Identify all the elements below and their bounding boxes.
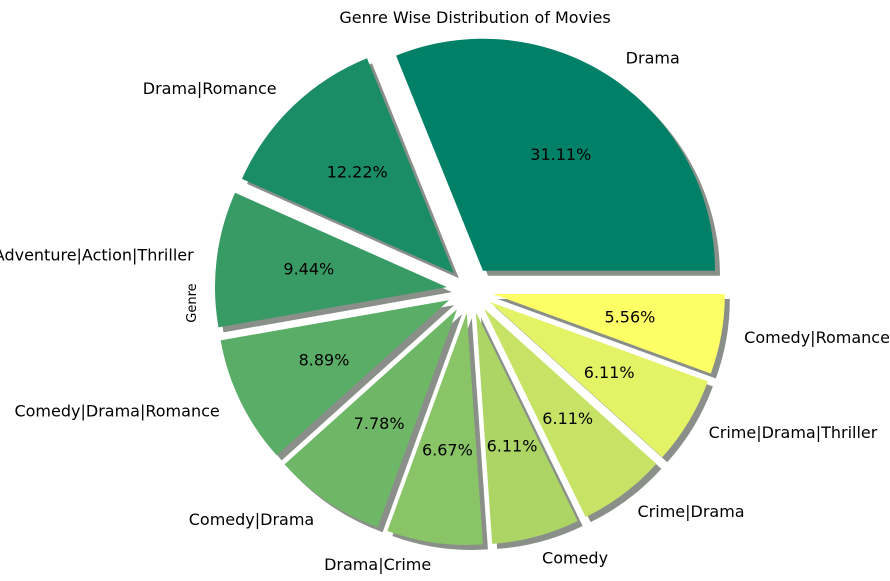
category-label-drama-crime: Drama|Crime [324, 555, 431, 574]
category-label-crime-drama: Crime|Drama [638, 502, 745, 521]
pie-slice-drama-crime [387, 312, 483, 545]
pie-slice-crime-drama-thriller [489, 301, 708, 458]
pie-slice-drama-romance [241, 58, 454, 274]
percent-label-comedy: 6.11% [487, 436, 538, 455]
category-label-comedy-romance: Comedy|Romance [744, 328, 890, 347]
pie-slice-comedy-drama-romance [220, 300, 450, 456]
category-label-comedy-drama: Comedy|Drama [189, 510, 315, 529]
pie-slice-comedy-drama [284, 309, 458, 528]
percent-label-crime-drama: 6.11% [542, 409, 593, 428]
percent-label-comedy-drama: 7.78% [354, 414, 405, 433]
pie-slice-crime-drama [483, 308, 657, 518]
category-label-drama: Drama [626, 49, 680, 68]
category-label-crime-drama-thriller: Crime|Drama|Thriller [709, 423, 878, 442]
percent-label-crime-drama-thriller: 6.11% [584, 363, 635, 382]
percent-label-drama-romance: 12.22% [327, 163, 388, 182]
percent-label-drama-crime: 6.67% [422, 440, 473, 459]
percent-label-comedy-romance: 5.56% [605, 308, 656, 327]
label-layer: Drama 31.11% Drama|Romance 12.22% Adventure|… [0, 49, 890, 574]
chart-title: Genre Wise Distribution of Movies [339, 8, 610, 27]
slice-layer [214, 38, 725, 545]
percent-label-adventure-action-thriller: 9.44% [283, 260, 334, 279]
y-axis-label: Genre [185, 283, 200, 322]
pie-slice-comedy-romance [492, 294, 725, 374]
pie-slice-adventure-action-thriller [214, 192, 447, 328]
category-label-drama-romance: Drama|Romance [143, 79, 277, 98]
category-label-comedy-drama-romance: Comedy|Drama|Romance [14, 401, 219, 420]
pie-slice-drama [396, 38, 715, 271]
category-label-adventure-action-thriller: Adventure|Action|Thriller [0, 245, 194, 264]
pie-slice-comedy [476, 312, 578, 544]
category-label-comedy: Comedy [542, 548, 608, 567]
percent-label-comedy-drama-romance: 8.89% [299, 351, 350, 370]
percent-label-drama: 31.11% [530, 145, 591, 164]
